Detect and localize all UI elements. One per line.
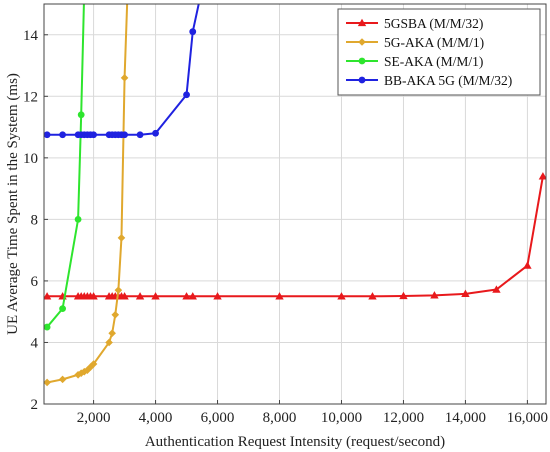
legend: 5GSBA (M/M/32) 5G-AKA (M/M/1) SE-AKA (M/M/… — [337, 8, 541, 96]
series-0 — [44, 172, 546, 300]
series-line — [46, 4, 85, 328]
data-point — [399, 291, 408, 300]
data-point — [77, 369, 85, 378]
data-point — [108, 329, 116, 338]
data-point — [136, 131, 144, 139]
data-point — [151, 292, 160, 300]
data-point — [120, 74, 129, 82]
data-point — [86, 363, 95, 371]
legend-marker — [358, 57, 366, 65]
legend-marker — [358, 76, 366, 84]
data-point — [59, 131, 66, 139]
y-axis-ticks: 2 4 6 8 10 12 14 — [23, 28, 48, 413]
data-point — [492, 285, 501, 293]
x-tick-label: 2,000 — [77, 410, 111, 426]
data-point — [90, 131, 97, 139]
y-tick-label: 6 — [31, 274, 39, 290]
data-point — [430, 291, 439, 299]
data-point — [189, 28, 197, 36]
x-tick-label: 6,000 — [201, 410, 235, 426]
data-point — [368, 292, 377, 300]
data-point — [105, 338, 113, 347]
data-point — [538, 172, 546, 180]
data-point — [135, 292, 145, 300]
data-point — [213, 292, 222, 300]
data-point — [44, 323, 51, 331]
x-tick-label: 14,000 — [445, 410, 486, 426]
data-point — [89, 292, 98, 300]
series-line — [46, 4, 129, 384]
data-point — [188, 292, 197, 300]
x-tick-label: 16,000 — [507, 410, 548, 426]
series-3 — [44, 4, 200, 139]
data-point — [111, 310, 120, 319]
data-point — [121, 131, 128, 139]
series-2 — [44, 4, 85, 331]
data-point — [44, 292, 52, 300]
legend-entry: SE-AKA (M/M/1) — [384, 54, 483, 69]
data-point — [77, 111, 85, 119]
x-axis-label: Authentication Request Intensity (reques… — [145, 434, 445, 450]
legend-entry: BB-AKA 5G (M/M/32) — [384, 73, 512, 88]
data-point — [183, 91, 190, 99]
data-point — [59, 305, 66, 313]
y-tick-label: 8 — [31, 212, 39, 228]
x-axis-ticks: 2,000 4,000 6,000 8,000 10,000 12,000 14,000 16… — [77, 400, 548, 426]
legend-marker — [358, 38, 366, 46]
legend-marker — [357, 18, 367, 27]
data-point — [58, 375, 67, 384]
data-point — [44, 131, 51, 139]
data-point — [337, 292, 346, 300]
y-tick-label: 2 — [31, 397, 39, 413]
plot-frame — [43, 3, 547, 405]
data-point — [74, 215, 82, 223]
data-point — [461, 289, 470, 297]
data-point — [275, 292, 284, 300]
y-tick-label: 12 — [23, 89, 38, 105]
data-point — [89, 360, 98, 368]
y-axis-label: UE Average Time Spent in the System (ms) — [5, 73, 21, 335]
x-tick-label: 12,000 — [383, 410, 424, 426]
data-point — [182, 292, 191, 300]
data-point — [120, 292, 129, 300]
data-point — [117, 234, 126, 242]
data-point — [114, 286, 123, 294]
x-tick-label: 4,000 — [139, 410, 173, 426]
plot-area — [44, 4, 546, 387]
data-point — [44, 378, 51, 387]
y-tick-label: 14 — [23, 28, 39, 44]
x-tick-label: 8,000 — [263, 410, 297, 426]
legend-entry: 5G-AKA (M/M/1) — [384, 35, 484, 50]
y-tick-label: 4 — [31, 335, 39, 351]
x-tick-label: 10,000 — [321, 410, 362, 426]
series-1 — [44, 4, 129, 387]
y-tick-label: 10 — [23, 151, 38, 167]
data-point — [523, 261, 532, 269]
data-point — [80, 367, 89, 376]
legend-entry: 5GSBA (M/M/32) — [384, 16, 483, 31]
data-point — [152, 129, 159, 137]
